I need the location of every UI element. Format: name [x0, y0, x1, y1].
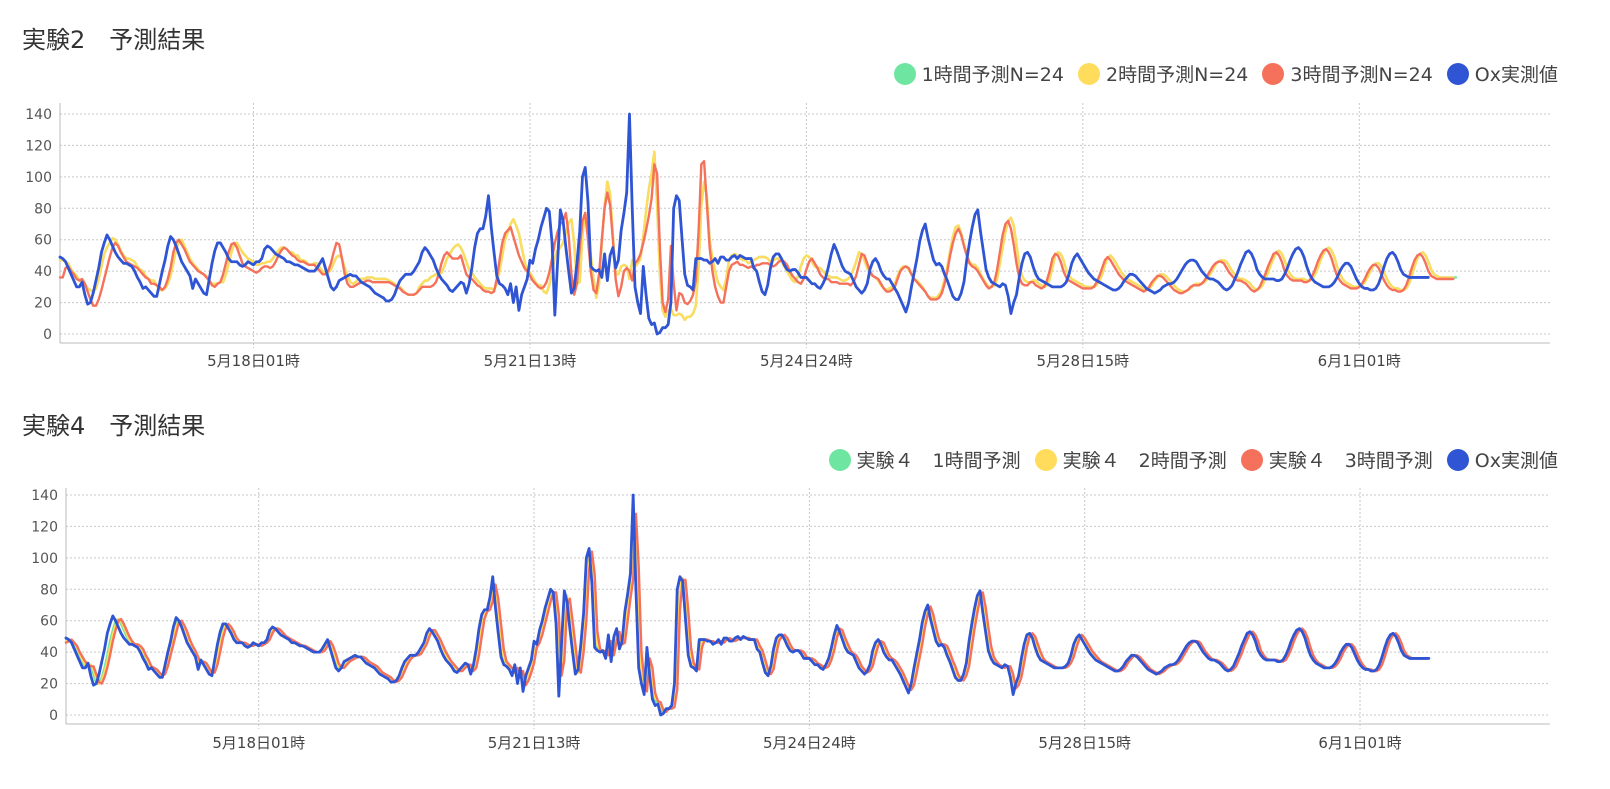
legend-swatch	[1446, 62, 1469, 85]
legend-swatch	[1034, 448, 1057, 471]
legend-item-1h[interactable]: 実験４ 1時間予測	[828, 446, 1021, 473]
y-tick-label: 100	[31, 551, 58, 567]
x-tick-label: 6月1日01時	[1318, 734, 1401, 752]
y-tick-label: 140	[31, 488, 58, 504]
y-tick-label: 120	[31, 519, 58, 535]
series-line-3h	[58, 159, 1455, 314]
y-tick-label: 60	[34, 233, 52, 249]
y-tick-label: 40	[34, 264, 52, 280]
series-line-1h	[64, 512, 1428, 714]
legend-swatch	[1077, 62, 1100, 85]
y-tick-label: 140	[25, 107, 52, 123]
y-tick-label: 40	[40, 645, 58, 661]
legend-label: 1時間予測N=24	[921, 64, 1064, 86]
x-tick-label: 6月1日01時	[1318, 352, 1401, 370]
legend-label: 3時間予測N=24	[1290, 64, 1433, 86]
legend-label: 実験４ 2時間予測	[1062, 450, 1227, 472]
legend-swatch	[1240, 448, 1263, 471]
line-chart: 0 20 40 60 80 100 120 140 5月18日01時 5月21日13時 5月24日2…	[25, 103, 1550, 370]
legend-item-3h[interactable]: 3時間予測N=24	[1262, 60, 1433, 87]
y-tick-label: 0	[43, 327, 52, 343]
chart-panel-2: 実験4 予測結果 実験４ 1時間予測 実験４ 2時間予測 実験４ 3時間予測 O…	[0, 388, 1610, 788]
series-line-observed	[58, 112, 1430, 336]
legend-item-1h[interactable]: 1時間予測N=24	[893, 60, 1064, 87]
legend-item-3h[interactable]: 実験４ 3時間予測	[1240, 446, 1433, 473]
y-tick-label: 80	[34, 201, 52, 217]
y-tick-label: 100	[25, 170, 52, 186]
series-line-observed	[64, 493, 1431, 717]
legend-label: Ox実測値	[1474, 450, 1558, 472]
x-tick-label: 5月28日15時	[1038, 734, 1131, 752]
chart-legend: 実験４ 1時間予測 実験４ 2時間予測 実験４ 3時間予測 Ox実測値	[815, 446, 1558, 473]
x-tick-label: 5月28日15時	[1036, 352, 1129, 370]
chart-panel-1: 実験2 予測結果 1時間予測N=24 2時間予測N=24 3時間予測N=24 O…	[0, 0, 1610, 385]
y-tick-label: 80	[40, 582, 58, 598]
y-tick-label: 20	[34, 296, 52, 312]
x-tick-label: 5月21日13時	[484, 352, 577, 370]
y-tick-label: 60	[40, 614, 58, 630]
legend-label: 2時間予測N=24	[1105, 64, 1249, 86]
legend-item-observed[interactable]: Ox実測値	[1446, 446, 1558, 473]
legend-item-2h[interactable]: 実験４ 2時間予測	[1034, 446, 1227, 473]
x-tick-label: 5月24日24時	[763, 734, 856, 752]
x-tick-label: 5月24日24時	[760, 352, 853, 370]
legend-swatch	[1446, 448, 1469, 471]
x-tick-label: 5月21日13時	[488, 734, 581, 752]
legend-item-observed[interactable]: Ox実測値	[1446, 60, 1558, 87]
legend-swatch	[828, 448, 851, 471]
x-tick-label: 5月18日01時	[212, 734, 305, 752]
series-line-3h	[64, 512, 1428, 714]
legend-item-2h[interactable]: 2時間予測N=24	[1077, 60, 1249, 87]
y-tick-label: 0	[49, 708, 58, 724]
legend-swatch	[893, 62, 916, 85]
series-line-2h	[58, 150, 1455, 322]
legend-swatch	[1262, 62, 1285, 85]
line-chart: 0 20 40 60 80 100 120 140 5月18日01時 5月21日13時 5月24日2…	[31, 488, 1550, 752]
legend-label: 実験４ 1時間予測	[856, 450, 1021, 472]
legend-label: 実験４ 3時間予測	[1268, 450, 1433, 472]
chart-legend: 1時間予測N=24 2時間予測N=24 3時間予測N=24 Ox実測値	[880, 60, 1558, 87]
x-tick-label: 5月18日01時	[207, 352, 300, 370]
y-tick-label: 120	[25, 138, 52, 154]
y-tick-label: 20	[40, 677, 58, 693]
chart-title: 実験2 予測結果	[22, 26, 206, 54]
chart-title: 実験4 予測結果	[22, 412, 206, 440]
legend-label: Ox実測値	[1474, 64, 1558, 86]
